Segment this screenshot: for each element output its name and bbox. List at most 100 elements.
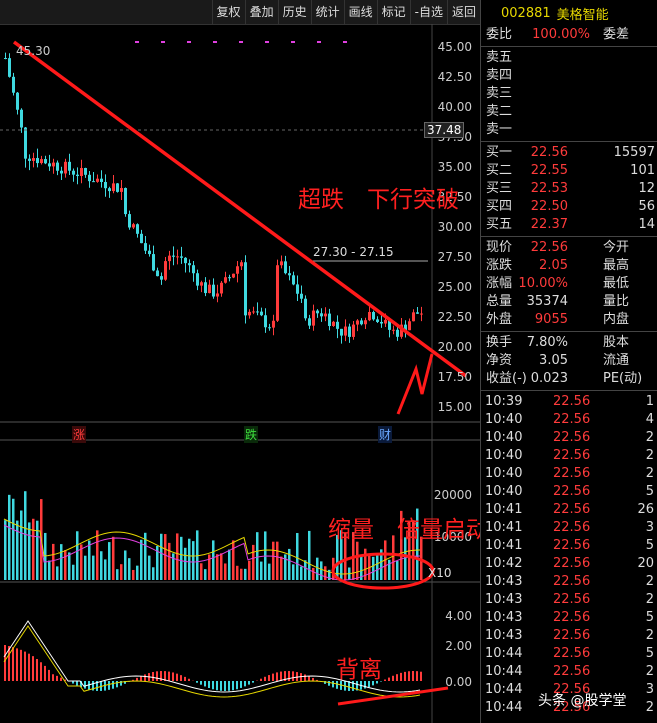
price-tick: 42.50	[437, 70, 472, 84]
macd-bar	[384, 679, 386, 681]
tick-row[interactable]: 10:44 22.56 2	[481, 699, 657, 717]
macd-bar	[364, 681, 366, 689]
marker-zhang[interactable]: 涨	[72, 426, 87, 443]
macd-bar	[388, 677, 390, 681]
volume-bar	[200, 563, 203, 580]
tick-list[interactable]: 10:39 22.56 1 10:40 22.56 4 10:40 22.56 2 10:40 22…	[481, 393, 657, 717]
volume-bar	[156, 545, 159, 580]
vol-ma-yellow	[3, 518, 421, 575]
toolbar-button-6[interactable]: -自选	[409, 0, 447, 24]
buy-volume: 12	[638, 181, 655, 196]
tick-row[interactable]: 10:43 22.56 2	[481, 573, 657, 591]
candle-body	[392, 329, 395, 331]
volume-bar	[204, 569, 207, 580]
tick-row[interactable]: 10:40 22.56 2	[481, 447, 657, 465]
tick-volume: 3	[645, 520, 654, 535]
stat-row: 外盘 9055 内盘	[481, 311, 657, 329]
macd-bar	[212, 681, 214, 690]
stat2-row: 收益(-) 0.023 PE(动)	[481, 370, 657, 388]
candle-body	[328, 313, 331, 326]
volume-bar	[52, 543, 55, 580]
macd-bar	[228, 681, 230, 691]
stat-value: 9055	[534, 312, 568, 327]
candle-body	[400, 324, 403, 337]
toolbar-button-2[interactable]: 历史	[277, 0, 311, 24]
volume-bar	[92, 555, 95, 580]
tick-row[interactable]: 10:41 22.56 5	[481, 537, 657, 555]
tick-row[interactable]: 10:44 22.56 3	[481, 681, 657, 699]
candle-body	[176, 256, 179, 258]
toolbar-button-7[interactable]: 返回	[446, 0, 480, 24]
volume-bar	[364, 548, 367, 580]
tick-row[interactable]: 10:42 22.56 20	[481, 555, 657, 573]
tick-row[interactable]: 10:40 22.56 4	[481, 411, 657, 429]
volume-bar	[416, 508, 419, 580]
macd-bar	[48, 669, 50, 681]
candle-body	[324, 313, 327, 317]
tick-time: 10:44	[485, 700, 523, 715]
volume-bar	[124, 550, 127, 580]
stat2-label-right: 流通	[603, 353, 630, 368]
volume-bar	[48, 560, 51, 580]
volume-bar	[284, 554, 287, 580]
price-tick: 45.00	[437, 40, 472, 54]
tick-row[interactable]: 10:43 22.56 2	[481, 627, 657, 645]
macd-bar	[240, 681, 242, 688]
tick-volume: 2	[645, 574, 654, 589]
toolbar-button-4[interactable]: 画线	[343, 0, 377, 24]
macd-bar	[324, 681, 326, 684]
tick-volume: 2	[645, 664, 654, 679]
candle-body	[220, 282, 223, 294]
volume-bar	[396, 561, 399, 580]
tick-row[interactable]: 10:41 22.56 3	[481, 519, 657, 537]
tick-row[interactable]: 10:44 22.56 2	[481, 663, 657, 681]
tick-row[interactable]: 10:40 22.56 5	[481, 483, 657, 501]
candle-body	[76, 174, 79, 177]
tick-row[interactable]: 10:43 22.56 2	[481, 591, 657, 609]
macd-bar	[172, 672, 174, 681]
marker-die[interactable]: 跌	[244, 426, 259, 443]
price-tick: 35.00	[437, 160, 472, 174]
candle-body	[312, 310, 315, 326]
volume-bar	[304, 560, 307, 580]
toolbar-button-3[interactable]: 统计	[310, 0, 344, 24]
candle-body	[24, 127, 27, 159]
tick-row[interactable]: 10:44 22.56 5	[481, 645, 657, 663]
volume-bar	[336, 535, 339, 580]
candle-body	[384, 319, 387, 324]
marker-cai[interactable]: 财	[378, 426, 393, 443]
tick-time: 10:43	[485, 574, 523, 589]
kline-chart[interactable]: 45.0042.5040.0037.5035.0032.5030.0027.50…	[0, 24, 480, 723]
tick-row[interactable]: 10:39 22.56 1	[481, 393, 657, 411]
volume-bar	[244, 568, 247, 580]
tick-time: 10:40	[485, 412, 523, 427]
macd-bar	[36, 659, 38, 681]
stats: 现价 22.56 今开 涨跌 2.05 最高 涨幅 10.00% 最低 总量 35374 量比 外盘 90…	[481, 239, 657, 329]
tick-price: 22.56	[553, 592, 591, 607]
macd-bar	[352, 681, 354, 691]
event-marker	[187, 41, 191, 43]
stat-label-right: 内盘	[603, 312, 630, 327]
macd-bar	[200, 681, 202, 685]
tick-row[interactable]: 10:40 22.56 2	[481, 465, 657, 483]
macd-bar	[288, 671, 290, 681]
toolbar-button-1[interactable]: 叠加	[244, 0, 278, 24]
stat2-label: 收益(-)	[486, 371, 527, 386]
toolbar-button-0[interactable]: 复权	[211, 0, 245, 24]
tick-volume: 1	[645, 394, 654, 409]
candle-body	[80, 168, 83, 177]
macd-bar	[332, 681, 334, 688]
tick-row[interactable]: 10:41 22.56 26	[481, 501, 657, 519]
buy-price: 22.53	[530, 181, 568, 196]
annotation-divergence: 背离	[336, 657, 382, 683]
toolbar-button-5[interactable]: 标记	[376, 0, 410, 24]
macd-bar	[96, 681, 98, 691]
price-tick: 25.00	[437, 280, 472, 294]
candle-body	[88, 174, 91, 182]
volume-bar	[344, 533, 347, 580]
price-tick: 22.50	[437, 310, 472, 324]
volume-bar	[16, 520, 19, 580]
tick-row[interactable]: 10:40 22.56 2	[481, 429, 657, 447]
tick-row[interactable]: 10:43 22.56 5	[481, 609, 657, 627]
candle-body	[232, 273, 235, 278]
